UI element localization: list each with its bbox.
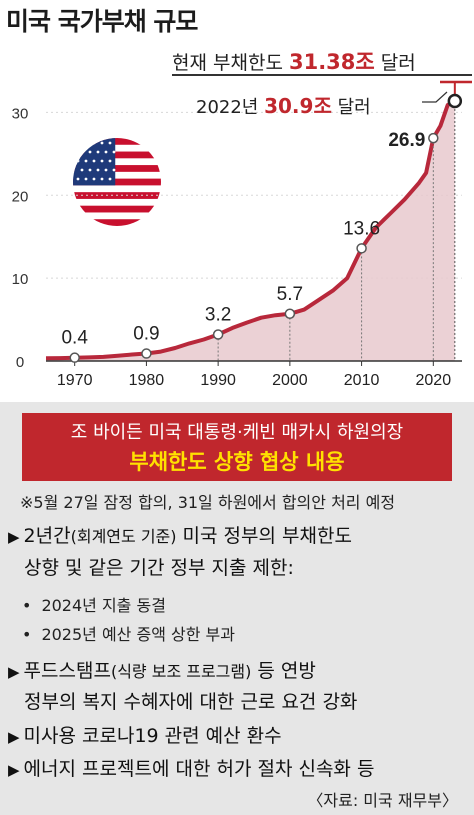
data-label: 0.9 bbox=[133, 324, 159, 345]
flag-star bbox=[108, 159, 112, 163]
data-point bbox=[141, 348, 152, 359]
flag-star bbox=[80, 150, 84, 154]
x-tick-label: 2000 bbox=[272, 372, 308, 389]
item-paren: (회계연도 기준) bbox=[70, 527, 177, 546]
item-text: 2년간 bbox=[23, 525, 71, 547]
data-label: 3.2 bbox=[205, 304, 231, 325]
flag-star bbox=[88, 168, 92, 172]
callout-underline bbox=[172, 74, 472, 76]
flag-star bbox=[100, 141, 104, 145]
y-tick-label: 30 bbox=[12, 105, 29, 122]
flag-stripe bbox=[73, 151, 161, 159]
list-item: ▶ 푸드스탬프(식량 보조 프로그램) 등 연방 bbox=[8, 656, 316, 683]
callout-leader bbox=[422, 91, 448, 103]
data-point bbox=[428, 132, 439, 144]
list-item: ▶ 에너지 프로젝트에 대한 허가 절차 신속화 등 bbox=[8, 754, 374, 781]
y-tick-label: 0 bbox=[16, 354, 24, 371]
data-label: 13.6 bbox=[343, 218, 380, 239]
y-tick-label: 20 bbox=[12, 188, 29, 205]
item-text: 푸드스탬프 bbox=[23, 660, 111, 682]
sub-item: • 2024년 지출 동결 bbox=[22, 592, 166, 616]
flag-stripe bbox=[73, 138, 161, 145]
x-tick-label: 1980 bbox=[129, 372, 165, 389]
current-limit-callout: 현재 부채한도 31.38조 달러 bbox=[172, 44, 472, 76]
headline-box: 조 바이든 미국 대통령·케빈 매카시 하원의장 부채한도 상향 협상 내용 bbox=[22, 413, 452, 481]
flag-star bbox=[76, 141, 80, 145]
flag-star bbox=[104, 168, 108, 172]
flag-star bbox=[104, 150, 108, 154]
item-text: 에너지 프로젝트에 대한 허가 절차 신속화 등 bbox=[23, 758, 375, 780]
x-tick-label: 2020 bbox=[416, 372, 452, 389]
x-tick-label: 2010 bbox=[344, 372, 380, 389]
x-tick-label: 1970 bbox=[57, 372, 93, 389]
data-label: 0.4 bbox=[61, 328, 88, 349]
triangle-right-icon: ▶ bbox=[8, 761, 20, 779]
data-point bbox=[447, 93, 463, 109]
flag-star bbox=[76, 159, 80, 163]
flag-stripe bbox=[73, 205, 161, 213]
triangle-right-icon: ▶ bbox=[8, 728, 20, 746]
item-text: 미사용 코로나19 관련 예산 환수 bbox=[23, 725, 282, 747]
headline-line2: 부채한도 상향 협상 내용 bbox=[129, 450, 345, 474]
flag-stripe bbox=[73, 219, 161, 226]
data-label: 5.7 bbox=[277, 284, 303, 305]
item-paren: (식량 보조 프로그램) bbox=[110, 662, 252, 681]
flag-stripe bbox=[73, 165, 161, 172]
year-2022-callout: 2022년 30.9조 달러 bbox=[196, 90, 371, 119]
headline-line1: 조 바이든 미국 대통령·케빈 매카시 하원의장 bbox=[70, 422, 404, 443]
bullet-dot-icon: • bbox=[22, 596, 32, 615]
callout-2022-value: 30.9조 bbox=[264, 94, 332, 118]
source-text: 〈자료: 미국 재무부〉 bbox=[307, 791, 458, 810]
flag-star bbox=[92, 177, 96, 181]
data-point bbox=[212, 329, 224, 340]
page-title: 미국 국가부채 규모 bbox=[6, 7, 198, 36]
sub-item-text: 2024년 지출 동결 bbox=[41, 596, 166, 615]
flag-star bbox=[92, 159, 96, 163]
item-rest: 미국 정부의 부채한도 bbox=[176, 525, 352, 547]
callout-suffix: 달러 bbox=[374, 52, 416, 74]
list-item: ▶ 미사용 코로나19 관련 예산 환수 bbox=[8, 721, 282, 748]
flag-star bbox=[100, 177, 104, 181]
data-point bbox=[356, 243, 367, 254]
flag-star bbox=[112, 150, 116, 154]
series-line bbox=[45, 99, 456, 361]
flag-star bbox=[84, 141, 88, 145]
current-limit-value: 31.38조 bbox=[288, 50, 375, 74]
flag-star bbox=[112, 168, 116, 172]
sub-item-text: 2025년 예산 증액 상한 부과 bbox=[41, 625, 235, 644]
series-area bbox=[46, 101, 455, 361]
triangle-right-icon: ▶ bbox=[8, 663, 20, 681]
us-flag-icon bbox=[73, 138, 161, 226]
list-item: ▶ 2년간(회계연도 기준) 미국 정부의 부채한도 bbox=[8, 521, 352, 548]
flag-star bbox=[108, 141, 112, 145]
flag-star bbox=[88, 150, 92, 154]
sub-item: • 2025년 예산 증액 상한 부과 bbox=[22, 621, 235, 645]
item-continuation: 정부의 복지 수혜자에 대한 근로 요건 강화 bbox=[24, 691, 358, 713]
x-tick-label: 1990 bbox=[200, 372, 236, 389]
data-point bbox=[284, 308, 296, 320]
flag-stripe bbox=[73, 178, 161, 186]
item-rest: 등 연방 bbox=[251, 660, 316, 682]
flag-star bbox=[92, 141, 96, 145]
flag-star bbox=[76, 177, 80, 181]
debt-chart: 0 10 20 30 1970 1980 1990 2000 2010 2020 0.4 0.9 3… bbox=[12, 80, 472, 389]
flag-star bbox=[100, 159, 104, 163]
flag-star bbox=[96, 150, 100, 154]
bullet-dot-icon: • bbox=[22, 625, 32, 644]
y-tick-label: 10 bbox=[12, 271, 29, 288]
data-point bbox=[69, 352, 80, 363]
flag-star bbox=[96, 168, 100, 172]
callout-2022-suffix: 달러 bbox=[331, 97, 371, 118]
callout-2022-prefix: 2022년 bbox=[196, 97, 265, 118]
flag-star bbox=[84, 177, 88, 181]
callout-prefix: 현재 부채한도 bbox=[172, 52, 289, 74]
triangle-right-icon: ▶ bbox=[8, 528, 20, 546]
data-label: 26.9 bbox=[388, 130, 425, 151]
note-text: ※5월 27일 잠정 합의, 31일 하원에서 합의안 처리 예정 bbox=[20, 493, 396, 512]
flag-star bbox=[84, 159, 88, 163]
item-continuation: 상향 및 같은 기간 정부 지출 제한: bbox=[24, 557, 294, 579]
flag-star bbox=[108, 177, 112, 181]
flag-star bbox=[80, 168, 84, 172]
